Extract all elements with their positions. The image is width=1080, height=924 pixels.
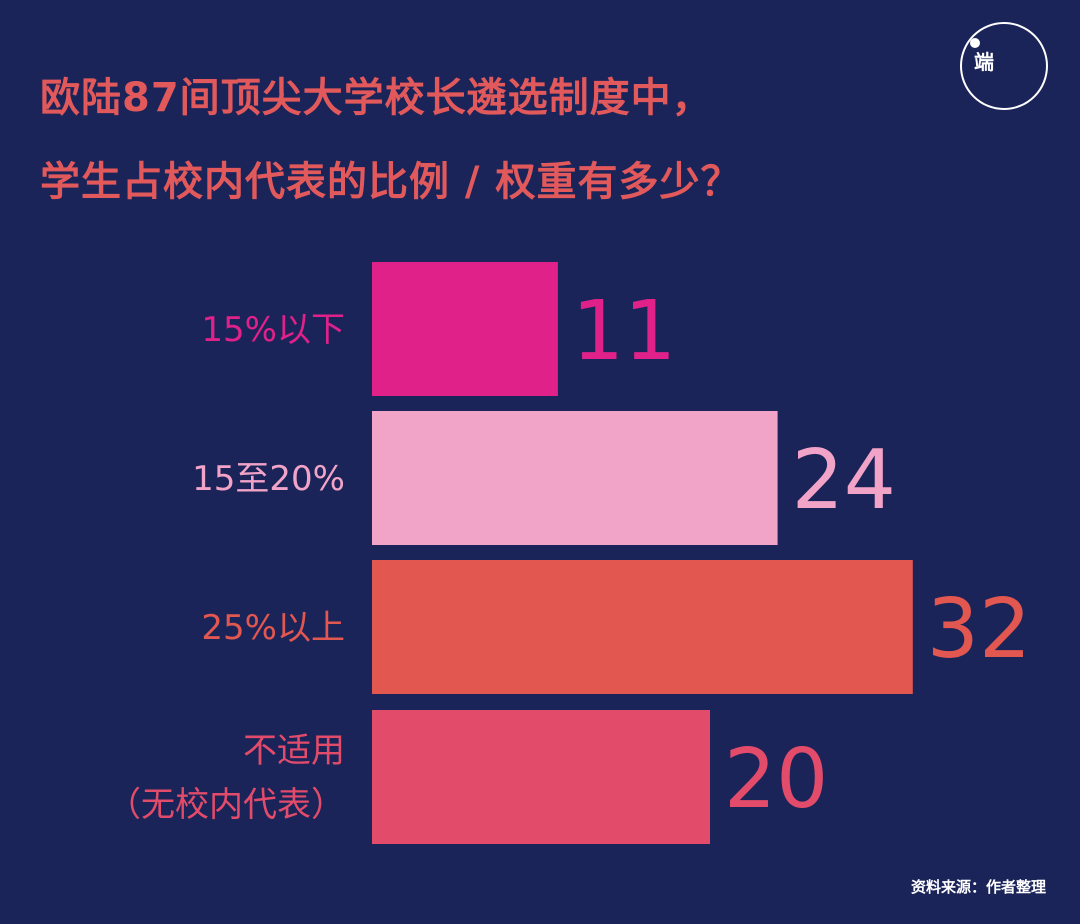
bar-4	[372, 710, 710, 844]
bar-value-label-1: 11	[572, 284, 676, 379]
logo-dot-icon	[970, 38, 980, 48]
category-label-3: 25%以上	[201, 608, 345, 648]
category-label-1: 15%以下	[201, 310, 345, 350]
brand-logo: 端	[960, 22, 1048, 110]
bar-2	[372, 411, 778, 545]
category-label-4-line-1: 不适用	[243, 731, 345, 771]
logo-text: 端	[974, 50, 996, 74]
bar-3	[372, 560, 913, 694]
bar-1	[372, 262, 558, 396]
bar-value-label-2: 24	[792, 433, 896, 528]
bar-value-label-4: 20	[724, 732, 828, 827]
title-line-2: 学生占校内代表的比例 / 权重有多少？	[40, 159, 742, 205]
chart-title: 欧陆87间顶尖大学校长遴选制度中， 学生占校内代表的比例 / 权重有多少？	[40, 56, 741, 224]
bar-value-label-3: 32	[927, 582, 1031, 677]
category-label-2: 15至20%	[192, 459, 345, 499]
chart-bars: 11 15%以下 24 15至20% 32 25%以上 20 不适用 （无校内代表）	[107, 262, 1031, 844]
source-note: 资料来源：作者整理	[910, 878, 1046, 896]
category-label-4-line-2: （无校内代表）	[107, 785, 345, 825]
title-line-1: 欧陆87间顶尖大学校长遴选制度中，	[40, 75, 713, 121]
